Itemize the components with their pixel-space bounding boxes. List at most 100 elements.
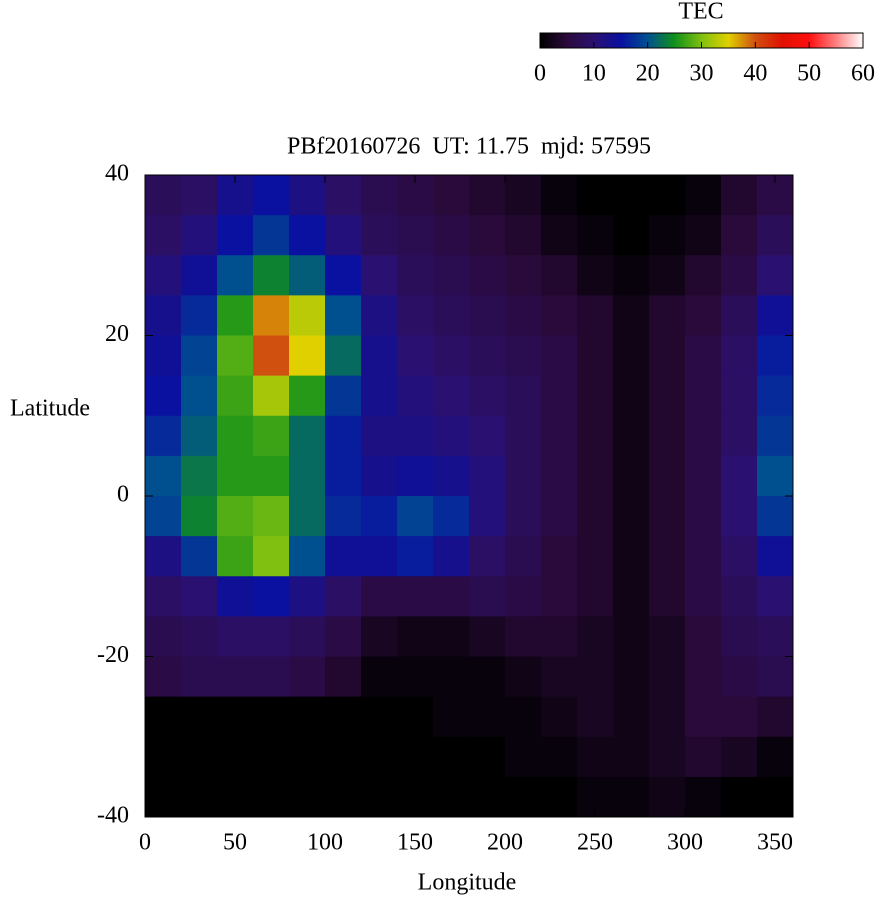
heatmap-cells — [145, 175, 794, 818]
heatmap-cell — [325, 696, 362, 738]
heatmap-cell — [181, 175, 218, 216]
heatmap-cell — [613, 536, 650, 577]
heatmap-cell — [505, 536, 542, 577]
heatmap-cell — [721, 496, 758, 537]
heatmap-cell — [361, 536, 398, 577]
heatmap-cell — [721, 175, 758, 216]
heatmap-cell — [145, 415, 182, 457]
heatmap-cell — [289, 175, 326, 216]
heatmap-cell — [613, 375, 650, 417]
heatmap-cell — [145, 776, 182, 818]
heatmap-cell — [721, 255, 758, 296]
heatmap-cell — [577, 696, 614, 738]
heatmap-cell — [289, 496, 326, 537]
heatmap-cell — [361, 696, 398, 738]
heatmap-cell — [361, 576, 398, 617]
heatmap-cell — [649, 656, 686, 698]
heatmap-cell — [397, 455, 434, 497]
heatmap-cell — [541, 375, 578, 417]
heatmap-cell — [541, 776, 578, 818]
x-axis-label: Longitude — [418, 870, 517, 896]
heatmap-cell — [145, 616, 182, 657]
heatmap-cell — [505, 696, 542, 738]
heatmap-cell — [649, 455, 686, 497]
heatmap-cell — [469, 656, 506, 698]
heatmap-cell — [217, 736, 254, 778]
heatmap-cell — [505, 776, 542, 818]
heatmap-cell — [289, 696, 326, 738]
heatmap-cell — [217, 536, 254, 577]
heatmap-cell — [685, 415, 722, 457]
heatmap-cell — [757, 215, 794, 256]
heatmap-cell — [541, 696, 578, 738]
colorbar-tick-label: 50 — [797, 61, 821, 87]
heatmap-cell — [325, 736, 362, 778]
heatmap-cell — [325, 335, 362, 377]
heatmap-cell — [685, 295, 722, 336]
heatmap-cell — [181, 455, 218, 497]
heatmap-cell — [433, 536, 470, 577]
heatmap-cell — [649, 215, 686, 256]
heatmap-cell — [217, 696, 254, 738]
heatmap-cell — [181, 536, 218, 577]
heatmap-cell — [505, 255, 542, 296]
heatmap-cell — [577, 415, 614, 457]
heatmap-cell — [469, 215, 506, 256]
heatmap-cell — [217, 335, 254, 377]
heatmap-cell — [361, 616, 398, 657]
heatmap-cell — [721, 375, 758, 417]
heatmap-cell — [469, 455, 506, 497]
heatmap-cell — [721, 656, 758, 698]
heatmap-cell — [433, 415, 470, 457]
heatmap-cell — [181, 335, 218, 377]
heatmap-cell — [289, 736, 326, 778]
heatmap-cell — [469, 616, 506, 657]
heatmap-cell — [325, 415, 362, 457]
heatmap-cell — [469, 295, 506, 336]
heatmap-cell — [181, 295, 218, 336]
heatmap-cell — [325, 496, 362, 537]
y-axis-label: Latitude — [10, 396, 90, 422]
x-tick-label: 200 — [487, 830, 523, 856]
heatmap-cell — [253, 576, 290, 617]
heatmap-cell — [145, 175, 182, 216]
heatmap-cell — [685, 375, 722, 417]
heatmap-cell — [685, 656, 722, 698]
heatmap-cell — [433, 576, 470, 617]
heatmap-cell — [253, 375, 290, 417]
heatmap-cell — [433, 295, 470, 336]
heatmap-cell — [541, 656, 578, 698]
heatmap-cell — [181, 736, 218, 778]
heatmap-cell — [289, 255, 326, 296]
heatmap-cell — [757, 696, 794, 738]
heatmap-cell — [469, 415, 506, 457]
heatmap-cell — [181, 776, 218, 818]
heatmap-cell — [505, 616, 542, 657]
heatmap-cell — [721, 455, 758, 497]
heatmap-cell — [613, 335, 650, 377]
heatmap-cell — [541, 295, 578, 336]
heatmap-cell — [217, 576, 254, 617]
heatmap-cell — [685, 576, 722, 617]
heatmap-cell — [757, 576, 794, 617]
heatmap-cell — [145, 496, 182, 537]
heatmap-cell — [757, 656, 794, 698]
heatmap-cell — [145, 375, 182, 417]
heatmap-cell — [289, 656, 326, 698]
heatmap-cell — [433, 696, 470, 738]
x-tick-label: 100 — [307, 830, 343, 856]
heatmap-cell — [541, 415, 578, 457]
heatmap-cell — [685, 335, 722, 377]
x-tick-label: 50 — [223, 830, 247, 856]
heatmap-cell — [505, 295, 542, 336]
heatmap-cell — [253, 255, 290, 296]
heatmap-cell — [145, 295, 182, 336]
heatmap-cell — [397, 255, 434, 296]
heatmap-cell — [721, 696, 758, 738]
colorbar-tick-label: 30 — [690, 61, 714, 87]
y-tick-label: 0 — [117, 482, 129, 508]
heatmap-cell — [613, 175, 650, 216]
heatmap-cell — [253, 536, 290, 577]
heatmap-cell — [649, 375, 686, 417]
heatmap-cell — [361, 415, 398, 457]
